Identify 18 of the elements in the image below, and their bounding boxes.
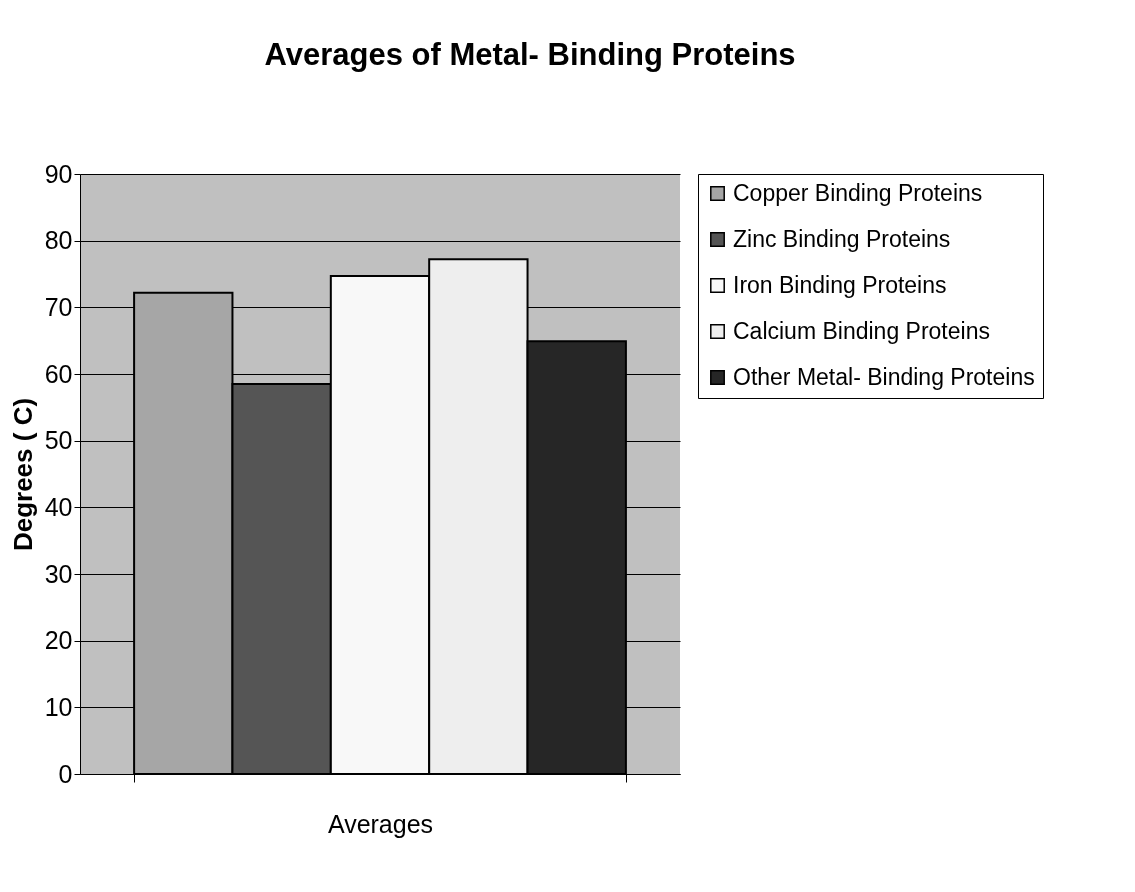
y-tick-label: 20: [44, 626, 73, 655]
legend-label: Other Metal- Binding Proteins: [733, 363, 1035, 390]
y-tick-label: 90: [44, 159, 73, 188]
y-tick-label: 30: [44, 559, 73, 588]
y-axis-title: Degrees ( C): [7, 397, 38, 552]
legend-label: Zinc Binding Proteins: [733, 225, 951, 252]
y-tick-label: 40: [44, 492, 73, 521]
x-tick-label: Averages: [327, 809, 434, 838]
y-tick-label: 60: [44, 359, 73, 388]
y-tick-label: 10: [44, 692, 73, 721]
legend-label: Iron Binding Proteins: [733, 271, 947, 298]
y-tick-label: 0: [58, 759, 73, 788]
chart-title: Averages of Metal- Binding Proteins: [264, 37, 796, 72]
y-tick-label: 50: [44, 426, 73, 455]
legend-label: Copper Binding Proteins: [733, 179, 983, 206]
y-tick-label: 80: [44, 226, 73, 255]
y-tick-label: 70: [44, 292, 73, 321]
legend-label: Calcium Binding Proteins: [733, 317, 990, 344]
